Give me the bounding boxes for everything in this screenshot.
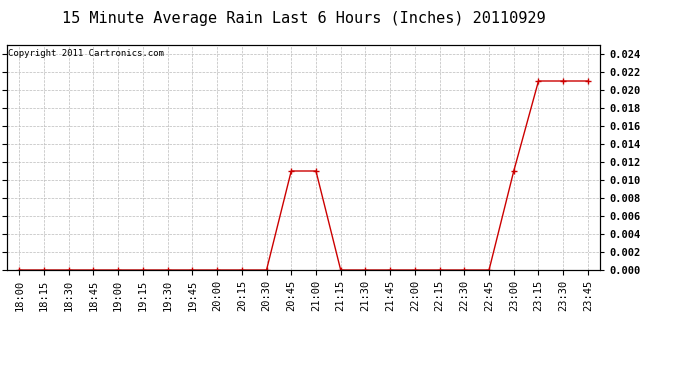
Text: 15 Minute Average Rain Last 6 Hours (Inches) 20110929: 15 Minute Average Rain Last 6 Hours (Inc… <box>62 11 545 26</box>
Text: Copyright 2011 Cartronics.com: Copyright 2011 Cartronics.com <box>8 50 164 58</box>
